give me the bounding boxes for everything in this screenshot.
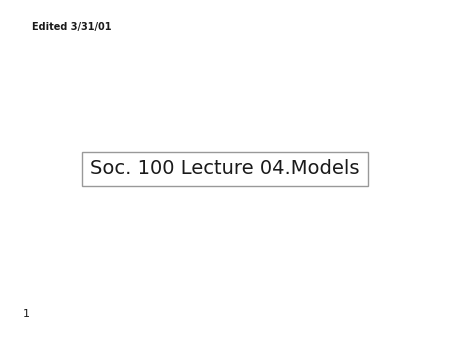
Text: 1: 1 [22,309,30,319]
Text: Edited 3/31/01: Edited 3/31/01 [32,22,111,32]
Text: Soc. 100 Lecture 04.Models: Soc. 100 Lecture 04.Models [90,160,360,178]
